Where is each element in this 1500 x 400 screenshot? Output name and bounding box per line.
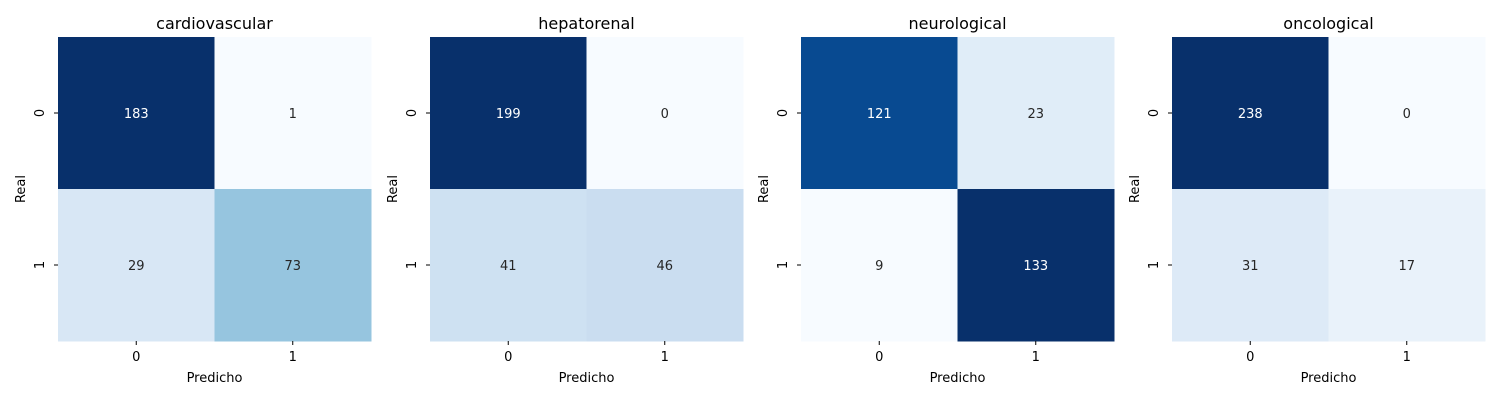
heatmap-panel-cardiovascular: 183 1 29 73 cardiovascular 0 1 0 1 Predicho Real — [14, 14, 372, 386]
heatmap-cell — [957, 37, 1115, 190]
cell-value-label: 23 — [1027, 107, 1044, 122]
heatmap-cell — [1328, 37, 1486, 190]
chart-title: neurological — [908, 14, 1006, 33]
y-tick-label: 0 — [1147, 109, 1162, 117]
x-axis-label: Predicho — [1301, 371, 1357, 386]
heatmap-cell — [586, 37, 744, 190]
heatmap-cell — [801, 37, 958, 190]
y-axis-label: Real — [1128, 175, 1143, 203]
cell-value-label: 183 — [124, 107, 149, 122]
heatmap-cell — [430, 189, 587, 342]
y-tick-label: 0 — [33, 109, 48, 117]
cell-value-label: 46 — [656, 259, 673, 274]
cell-value-label: 0 — [1403, 107, 1411, 122]
cell-value-label: 121 — [867, 107, 892, 122]
x-axis-label: Predicho — [559, 371, 615, 386]
y-tick-label: 0 — [405, 109, 420, 117]
heatmap-cell — [1172, 189, 1329, 342]
cell-value-label: 199 — [496, 107, 521, 122]
cell-value-label: 238 — [1238, 107, 1263, 122]
y-tick-label: 0 — [776, 109, 791, 117]
x-tick-label: 1 — [1403, 350, 1411, 365]
x-tick-label: 0 — [504, 350, 512, 365]
cell-value-label: 31 — [1242, 259, 1259, 274]
cell-value-label: 0 — [661, 107, 669, 122]
cell-value-label: 41 — [500, 259, 517, 274]
x-tick-label: 0 — [875, 350, 883, 365]
x-axis-label: Predicho — [930, 371, 986, 386]
chart-title: oncological — [1283, 14, 1373, 33]
x-tick-label: 0 — [132, 350, 140, 365]
chart-title: cardiovascular — [156, 14, 273, 33]
y-tick-label: 1 — [405, 261, 420, 269]
heatmap-panel-oncological: 238 0 31 17 oncological 0 1 0 1 Predicho Real — [1128, 14, 1486, 386]
heatmap-panel-hepatorenal: 199 0 41 46 hepatorenal 0 1 0 1 Predicho Real — [386, 14, 744, 386]
y-axis-label: Real — [757, 175, 772, 203]
cell-value-label: 73 — [284, 259, 301, 274]
heatmap-panel-neurological: 121 23 9 133 neurological 0 1 0 1 Predicho Real — [757, 14, 1115, 386]
cell-value-label: 17 — [1398, 259, 1415, 274]
x-tick-label: 0 — [1246, 350, 1254, 365]
x-tick-label: 1 — [289, 350, 297, 365]
heatmap-cell — [430, 37, 587, 190]
cell-value-label: 1 — [289, 107, 297, 122]
x-tick-label: 1 — [661, 350, 669, 365]
heatmap-cell — [214, 189, 372, 342]
y-tick-label: 1 — [33, 261, 48, 269]
y-axis-label: Real — [386, 175, 401, 203]
heatmap-cell — [586, 189, 744, 342]
heatmap-cell — [214, 37, 372, 190]
heatmap-cell — [58, 189, 215, 342]
heatmap-cell — [1172, 37, 1329, 190]
heatmap-cell — [1328, 189, 1486, 342]
cell-value-label: 133 — [1023, 259, 1048, 274]
heatmap-cell — [801, 189, 958, 342]
heatmap-cell — [957, 189, 1115, 342]
y-axis-label: Real — [14, 175, 29, 203]
x-axis-label: Predicho — [187, 371, 243, 386]
cell-value-label: 9 — [875, 259, 883, 274]
heatmap-cell — [58, 37, 215, 190]
x-tick-label: 1 — [1032, 350, 1040, 365]
y-tick-label: 1 — [776, 261, 791, 269]
chart-title: hepatorenal — [538, 14, 634, 33]
y-tick-label: 1 — [1147, 261, 1162, 269]
cell-value-label: 29 — [128, 259, 145, 274]
